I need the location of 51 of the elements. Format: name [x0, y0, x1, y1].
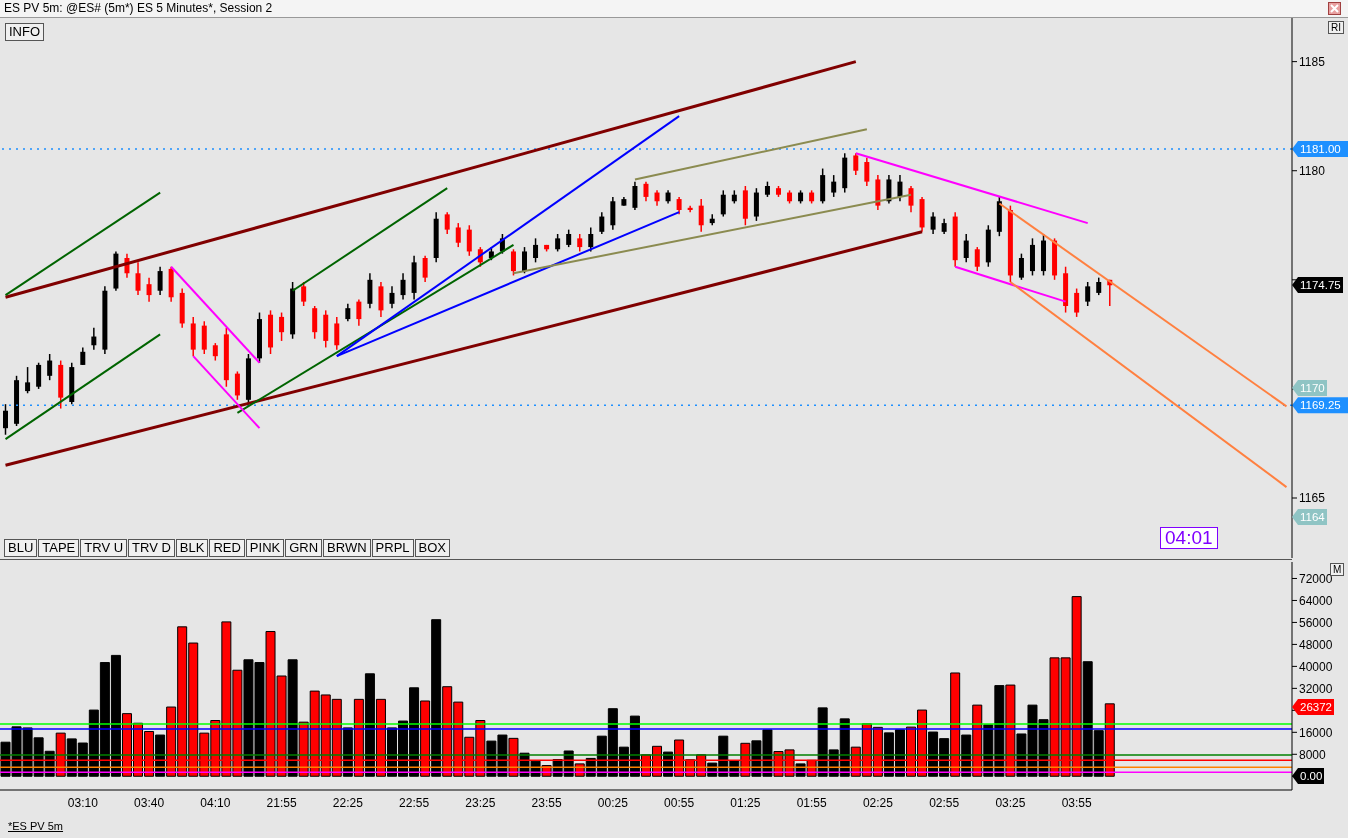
annotation: 04:01	[1160, 527, 1218, 549]
x-tick-label: 03:25	[995, 795, 1026, 810]
annotation: TRV U	[80, 539, 128, 557]
text: 0.00	[1298, 768, 1325, 784]
x-tick-label: 03:55	[1061, 795, 1093, 810]
annotation: INFO	[5, 23, 45, 41]
text: M	[1333, 564, 1342, 575]
y-tick-label: 8000	[1299, 747, 1327, 762]
y-tick-label: 40000	[1299, 659, 1333, 674]
text: RI	[1328, 21, 1344, 34]
x-tick-label: 01:55	[796, 795, 827, 810]
y-tick-label: 64000	[1299, 593, 1333, 608]
text: 26372	[1298, 699, 1334, 715]
y-tick-label: 72000	[1299, 571, 1333, 586]
y-tick-label: 56000	[1299, 615, 1333, 630]
annotation: PINK	[245, 539, 285, 557]
x-tick-label: 21:55	[266, 795, 297, 810]
ref-line-label: 1181.00	[1300, 142, 1341, 155]
annotation: BLU	[4, 539, 38, 557]
text: 1170	[1298, 380, 1327, 396]
chart-title: ES PV 5m: @ES# (5m*) ES 5 Minutes*, Session 2	[4, 1, 273, 15]
annotation: BRWN	[323, 539, 371, 557]
y-tick-label: 48000	[1299, 637, 1333, 652]
annotation: BOX	[414, 539, 451, 557]
x-tick-label: 22:25	[332, 795, 364, 810]
text: 1164	[1298, 509, 1327, 525]
annotation: PRPL	[371, 539, 414, 557]
x-tick-label: 00:55	[664, 795, 695, 810]
y-tick-label: 1180	[1299, 163, 1326, 178]
y-tick-label: 16000	[1299, 725, 1333, 740]
x-tick-label: 00:25	[597, 795, 629, 810]
text: 1174.75	[1298, 277, 1343, 293]
x-tick-label: 02:25	[862, 795, 894, 810]
x-tick-label: 22:55	[399, 795, 430, 810]
annotation: TAPE	[38, 539, 80, 557]
text: *ES PV 5m	[8, 820, 64, 832]
y-tick-label: 32000	[1299, 681, 1333, 696]
x-tick-label: 03:10	[67, 795, 99, 810]
x-tick-label: 23:25	[465, 795, 496, 810]
x-tick-label: 23:55	[531, 795, 562, 810]
annotation: RED	[209, 539, 245, 557]
annotation: BLK	[175, 539, 209, 557]
x-tick-label: 02:55	[929, 795, 960, 810]
x-tick-label: 04:10	[200, 795, 231, 810]
x-tick-label: 03:40	[134, 795, 165, 810]
y-tick-label: 1165	[1299, 491, 1326, 506]
y-tick-label: 1185	[1299, 54, 1326, 69]
annotation: GRN	[285, 539, 323, 557]
annotation: TRV D	[128, 539, 175, 557]
ref-line-label: 1169.25	[1300, 399, 1341, 412]
x-tick-label: 01:25	[730, 795, 761, 810]
